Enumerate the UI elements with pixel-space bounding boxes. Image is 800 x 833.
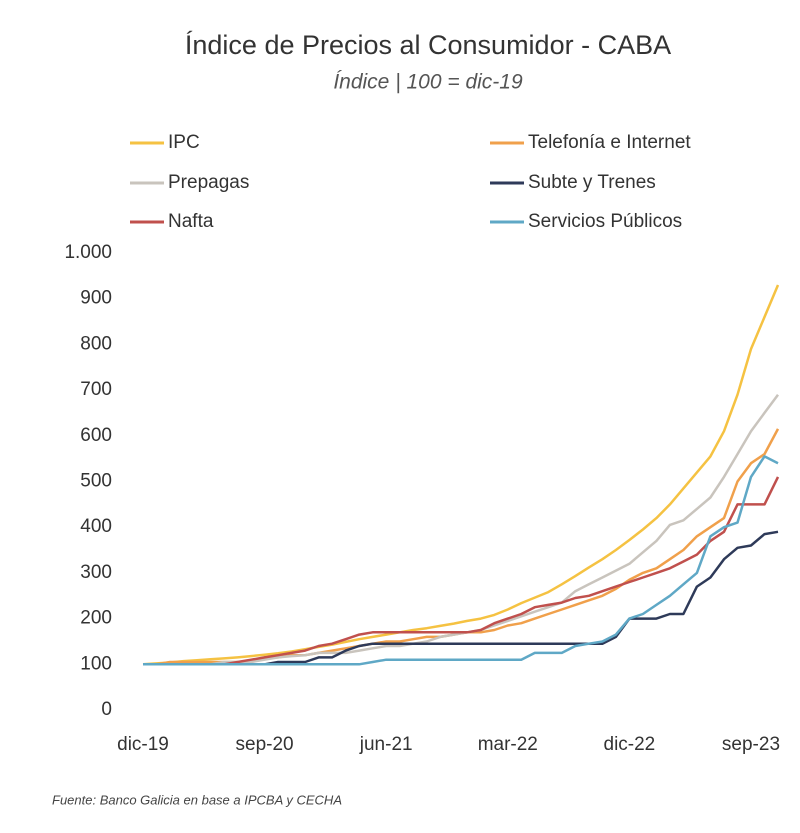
series-line xyxy=(143,455,779,666)
y-tick-label: 300 xyxy=(80,562,112,583)
y-tick-label: 400 xyxy=(80,516,112,537)
y-tick-label: 0 xyxy=(101,699,112,720)
y-tick-label: 700 xyxy=(80,379,112,400)
chart-title: Índice de Precios al Consumidor - CABA xyxy=(185,30,671,60)
legend-label: IPC xyxy=(168,132,200,153)
x-tick-label: dic-22 xyxy=(604,734,656,755)
legend-label: Subte y Trenes xyxy=(528,172,656,193)
y-tick-label: 1.000 xyxy=(64,242,112,263)
chart-subtitle: Índice | 100 = dic-19 xyxy=(333,71,523,94)
x-tick-label: dic-19 xyxy=(117,734,169,755)
y-tick-label: 800 xyxy=(80,333,112,354)
x-tick-label: jun-21 xyxy=(359,734,413,755)
series-line xyxy=(143,476,780,666)
legend-label: Servicios Públicos xyxy=(528,211,682,232)
legend-label: Prepagas xyxy=(168,172,249,193)
series-line xyxy=(143,393,780,666)
y-tick-label: 600 xyxy=(80,425,112,446)
legend-label: Telefonía e Internet xyxy=(528,132,691,153)
legend-label: Nafta xyxy=(168,211,214,232)
y-tick-label: 200 xyxy=(80,608,112,629)
x-tick-label: sep-23 xyxy=(722,734,780,755)
x-tick-label: sep-20 xyxy=(236,734,294,755)
y-tick-label: 100 xyxy=(80,653,112,674)
y-tick-label: 500 xyxy=(80,471,112,492)
x-tick-label: mar-22 xyxy=(478,734,538,755)
series-line xyxy=(142,284,780,666)
series-line xyxy=(143,428,780,666)
source-note: Fuente: Banco Galicia en base a IPCBA y … xyxy=(52,792,342,807)
y-tick-label: 900 xyxy=(80,288,112,309)
